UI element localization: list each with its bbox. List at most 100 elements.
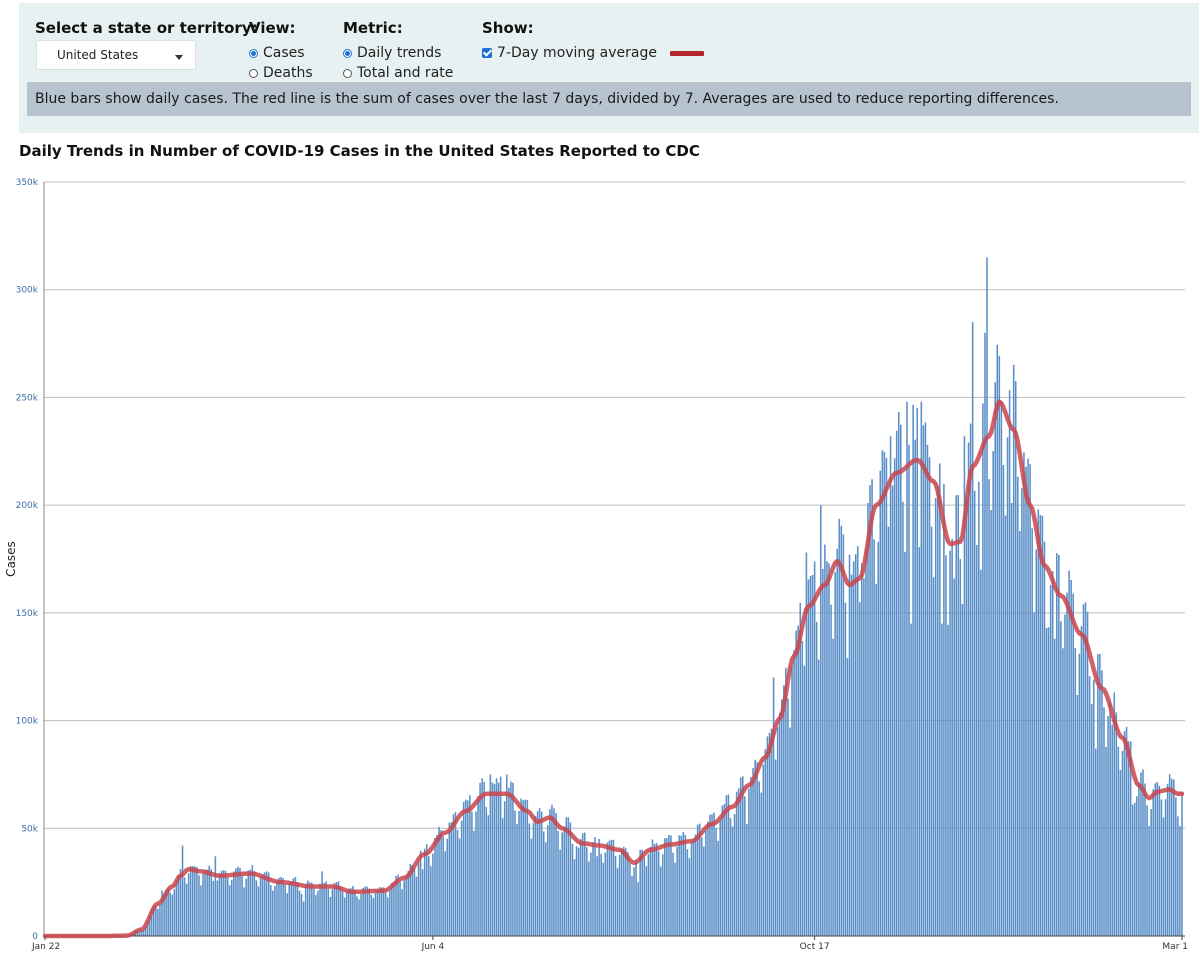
view-option-cases-label: Cases (263, 45, 305, 61)
data-bar (565, 817, 568, 936)
data-bar (440, 830, 442, 936)
data-bar (243, 887, 245, 936)
data-bar (838, 518, 841, 936)
data-bar (450, 822, 453, 936)
data-bar (261, 874, 264, 936)
data-bar (411, 865, 414, 936)
data-bar (516, 824, 518, 936)
data-bar (421, 869, 424, 936)
data-bar (735, 791, 738, 936)
data-bar (778, 712, 781, 936)
data-bar (653, 843, 656, 936)
data-bar (1086, 611, 1089, 936)
data-bar (789, 727, 791, 936)
data-bar (159, 904, 161, 936)
radio-selected-icon[interactable] (249, 48, 258, 58)
data-bar (635, 860, 637, 936)
data-bar (386, 897, 389, 936)
data-bar (259, 876, 262, 936)
data-bar (1117, 746, 1120, 936)
chevron-down-icon (175, 55, 183, 60)
data-bar (795, 630, 797, 936)
data-bar (990, 510, 992, 936)
data-bar (973, 490, 976, 936)
data-bar (969, 423, 972, 937)
metric-option-total[interactable]: Total and rate (343, 63, 453, 83)
view-option-deaths[interactable]: Deaths (249, 63, 313, 83)
data-bar (692, 839, 695, 936)
data-bar (269, 885, 272, 936)
checkbox-checked-icon[interactable] (482, 48, 492, 58)
data-bar (417, 861, 420, 936)
data-bar (577, 847, 580, 936)
data-bar (1072, 593, 1074, 936)
view-option-cases[interactable]: Cases (249, 43, 313, 63)
data-bar (456, 829, 459, 936)
data-bar (721, 805, 724, 936)
moving-average-toggle[interactable]: 7-Day moving average (482, 43, 704, 63)
metric-option-daily[interactable]: Daily trends (343, 43, 453, 63)
data-bar (1068, 570, 1070, 936)
data-bar (994, 382, 996, 936)
data-bar (1152, 789, 1155, 936)
data-bar (731, 826, 734, 936)
data-bar (764, 749, 767, 936)
data-bar (1123, 731, 1126, 936)
data-bar (588, 861, 590, 936)
data-bar (428, 856, 430, 936)
data-bar (756, 762, 758, 936)
data-bar (620, 848, 623, 936)
data-bar (955, 495, 958, 936)
radio-selected-icon[interactable] (343, 48, 352, 58)
data-bar (604, 852, 607, 936)
data-bar (222, 870, 225, 936)
data-bar (208, 865, 210, 936)
data-bar (536, 811, 539, 936)
metric-option-daily-label: Daily trends (357, 45, 442, 61)
data-bar (631, 875, 633, 936)
data-bar (881, 450, 884, 936)
data-bar (251, 865, 254, 936)
data-bar (832, 638, 834, 936)
data-bar (306, 880, 309, 936)
data-bar (155, 907, 157, 936)
data-bar (493, 784, 496, 936)
data-bar (339, 886, 342, 936)
data-bar (984, 332, 986, 936)
data-bar (341, 891, 344, 936)
data-bar (153, 905, 155, 936)
data-bar (941, 623, 943, 936)
radio-icon[interactable] (249, 68, 258, 78)
data-bar (481, 778, 483, 936)
data-bar (688, 858, 691, 936)
data-bar (489, 774, 492, 936)
moving-average-legend-swatch (669, 50, 704, 56)
data-bar (1107, 715, 1109, 936)
data-bar (567, 817, 570, 936)
state-select[interactable]: United States (36, 40, 196, 70)
data-bar (415, 876, 418, 936)
data-bar (988, 479, 990, 936)
data-bar (1142, 769, 1144, 936)
data-bar (750, 776, 752, 936)
data-bar (858, 602, 861, 936)
y-tick-label: 250k (16, 393, 39, 403)
data-bar (1031, 528, 1033, 936)
data-bar (272, 890, 274, 936)
data-bar (1053, 638, 1056, 936)
data-bar (294, 876, 297, 936)
data-bar (803, 665, 806, 936)
data-bar (296, 882, 299, 936)
radio-icon[interactable] (343, 68, 352, 78)
data-bar (754, 759, 756, 936)
data-bar (376, 890, 379, 936)
data-bar (1179, 826, 1181, 936)
data-bar (1025, 466, 1027, 936)
data-bar (1140, 772, 1142, 936)
data-bar (300, 894, 303, 936)
metric-label: Metric: (343, 19, 403, 37)
data-bar (1127, 741, 1130, 936)
data-bar (559, 849, 561, 936)
data-bar (569, 822, 572, 936)
data-bar (542, 831, 545, 936)
